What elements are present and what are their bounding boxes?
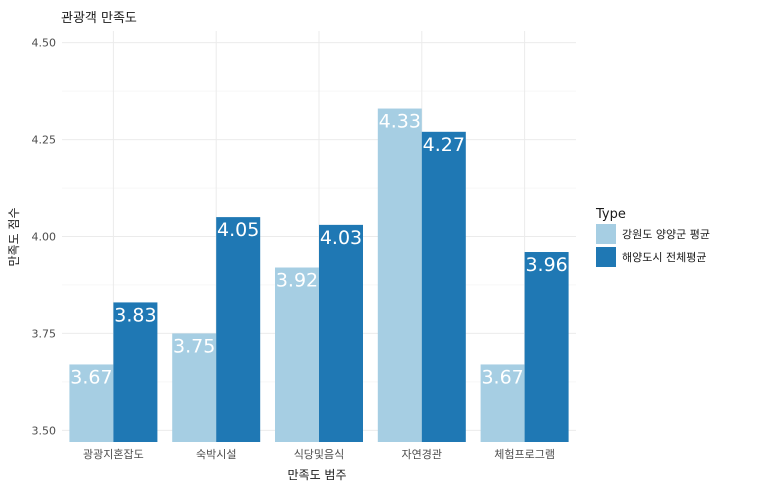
legend-entry: 강원도 양양군 평균	[622, 228, 710, 241]
y-tick-labels: 3.50 3.75 4.00 4.25 4.50	[32, 37, 57, 438]
bar-value-label: 4.27	[423, 134, 465, 156]
bar-value-label: 3.92	[276, 270, 318, 292]
y-tick-label: 4.00	[32, 231, 57, 244]
x-tick-label: 광광지혼잡도	[83, 448, 144, 461]
y-tick-label: 4.25	[32, 134, 57, 147]
bars	[69, 108, 569, 442]
bar	[480, 364, 525, 442]
y-tick-label: 3.50	[32, 424, 57, 437]
x-tick-labels: 광광지혼잡도 숙박시설 식당및음식 자연경관 체험프로그램	[83, 448, 555, 461]
bar	[275, 267, 319, 442]
bar-value-label: 3.96	[525, 254, 567, 276]
bar-value-label: 3.75	[173, 335, 215, 357]
x-tick-label: 숙박시설	[196, 448, 236, 461]
bar	[319, 224, 363, 442]
bar-value-label: 3.67	[70, 366, 112, 388]
bar-value-label: 4.05	[217, 219, 259, 241]
legend-entry: 해양도시 전체평균	[622, 250, 706, 264]
x-tick-label: 식당및음식	[294, 448, 345, 461]
bar	[113, 302, 158, 442]
y-tick-label: 3.75	[32, 327, 57, 340]
bar-value-label: 4.33	[379, 111, 421, 133]
bar	[69, 364, 114, 442]
bar	[172, 333, 217, 442]
x-tick-label: 체험프로그램	[494, 448, 555, 461]
data-labels: 3.67 3.83 3.75 4.05 3.924.03 4.334.27 3.67 3.96	[70, 111, 568, 389]
chart-title: 관광객 만족도	[61, 11, 137, 26]
y-tick-label: 4.50	[32, 37, 57, 50]
legend-swatch	[596, 247, 616, 267]
legend-swatch	[596, 224, 616, 244]
x-axis-label: 만족도 범주	[287, 468, 346, 482]
bar	[524, 252, 569, 442]
bar	[377, 108, 422, 442]
x-tick-label: 자연경관	[402, 448, 442, 461]
bar-value-label: 3.67	[481, 366, 523, 388]
y-axis-label: 만족도 점수	[7, 207, 21, 266]
legend-title: Type	[595, 207, 626, 222]
bar-value-label: 4.03	[320, 227, 362, 249]
bar-value-label: 3.83	[114, 304, 156, 326]
bar	[216, 217, 261, 442]
bar	[421, 131, 466, 442]
